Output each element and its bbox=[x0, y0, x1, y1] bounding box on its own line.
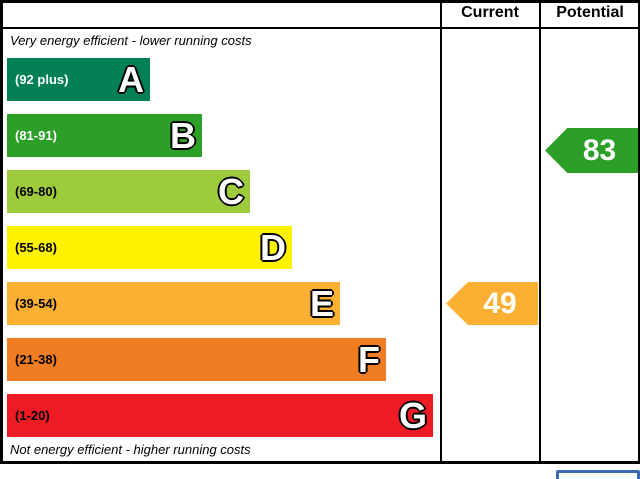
current-arrow: 49 bbox=[446, 282, 538, 325]
band-g-letter: G bbox=[398, 394, 427, 436]
top-caption: Very energy efficient - lower running co… bbox=[10, 33, 252, 48]
band-b: (81-91) B bbox=[7, 114, 202, 157]
band-a: (92 plus) A bbox=[7, 58, 150, 101]
header-divider bbox=[0, 27, 640, 29]
band-e: (39-54) E bbox=[7, 282, 340, 325]
band-a-letter: A bbox=[118, 58, 144, 100]
band-e-range: (39-54) bbox=[15, 296, 57, 311]
band-d-range: (55-68) bbox=[15, 240, 57, 255]
current-value: 49 bbox=[483, 286, 517, 320]
bottom-caption: Not energy efficient - higher running co… bbox=[10, 442, 251, 457]
current-column-divider bbox=[440, 0, 442, 464]
chart-frame bbox=[0, 0, 640, 464]
band-b-range: (81-91) bbox=[15, 128, 57, 143]
band-c-letter: C bbox=[218, 170, 244, 212]
band-d-letter: D bbox=[260, 226, 286, 268]
band-d: (55-68) D bbox=[7, 226, 292, 269]
band-g: (1-20) G bbox=[7, 394, 433, 437]
potential-column-divider bbox=[539, 0, 541, 464]
band-c: (69-80) C bbox=[7, 170, 250, 213]
band-f-letter: F bbox=[358, 338, 380, 380]
band-g-range: (1-20) bbox=[15, 408, 50, 423]
right-border bbox=[638, 0, 640, 464]
potential-column-header: Potential bbox=[556, 4, 624, 21]
band-f-range: (21-38) bbox=[15, 352, 57, 367]
eu-directive-box bbox=[556, 470, 640, 479]
current-column-header: Current bbox=[461, 4, 519, 21]
potential-value: 83 bbox=[582, 133, 617, 167]
band-a-range: (92 plus) bbox=[15, 72, 69, 87]
band-f: (21-38) F bbox=[7, 338, 386, 381]
band-e-letter: E bbox=[309, 282, 334, 324]
band-b-letter: B bbox=[170, 114, 196, 156]
band-c-range: (69-80) bbox=[15, 184, 57, 199]
potential-arrow: 83 bbox=[545, 128, 638, 173]
